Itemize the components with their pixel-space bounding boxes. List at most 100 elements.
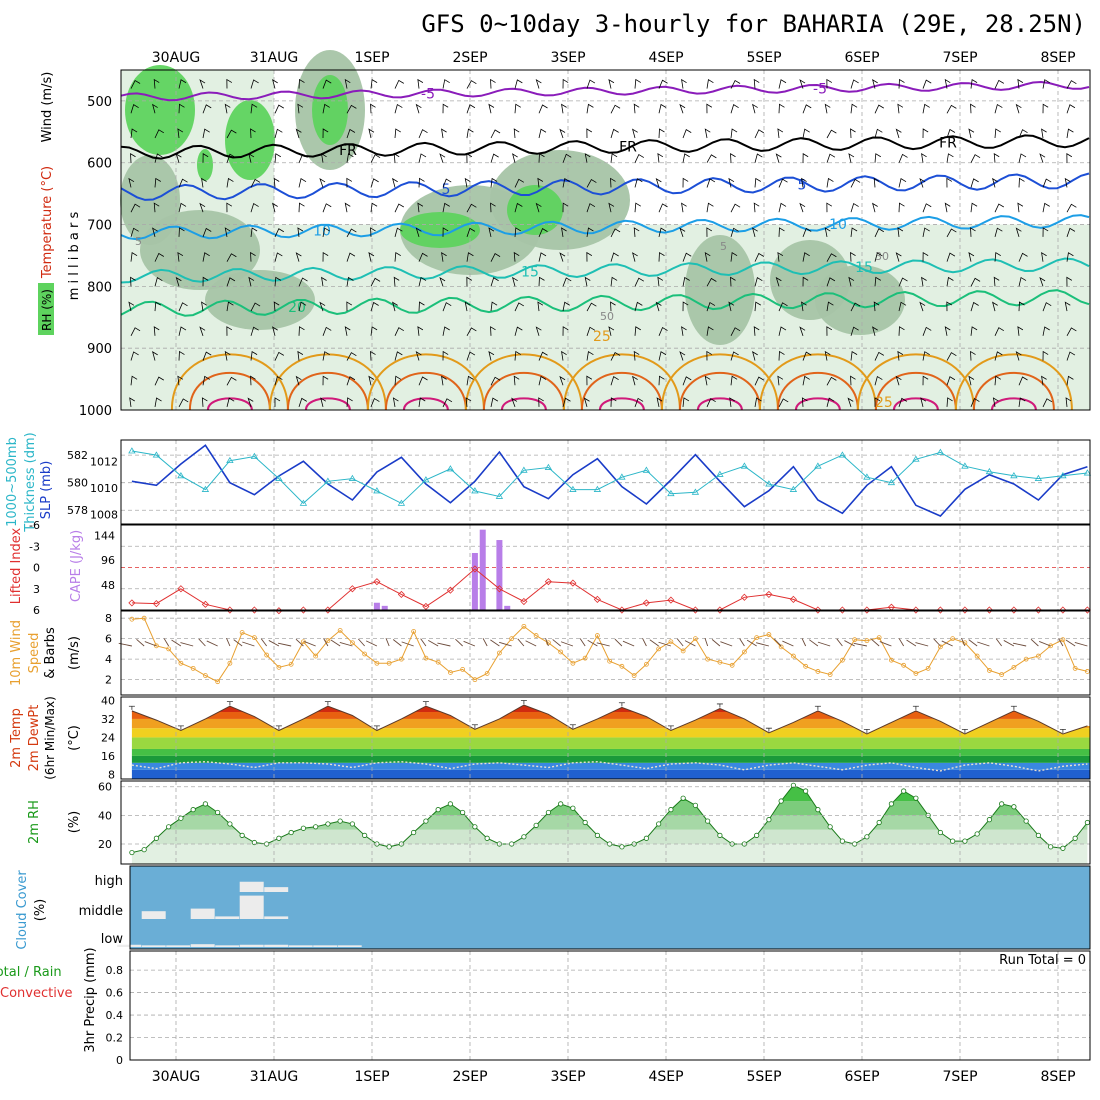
wind-barb xyxy=(304,640,316,647)
wind-barb xyxy=(178,350,185,361)
lifted-index-point xyxy=(740,593,748,601)
wind-barb xyxy=(562,153,572,163)
wind-barb xyxy=(799,326,806,336)
wind-barb xyxy=(394,375,401,386)
wind-barb xyxy=(226,638,231,647)
cape-bar xyxy=(381,605,388,610)
isotherm-loop xyxy=(776,371,859,411)
wind-barb xyxy=(778,79,787,89)
wind-barb xyxy=(848,153,855,163)
wind-barb xyxy=(418,301,425,312)
rh-point xyxy=(619,844,625,850)
rh-band xyxy=(131,815,1088,830)
wind-barb xyxy=(610,228,621,238)
wind-barb xyxy=(706,154,717,163)
lifted-index-point xyxy=(495,585,503,593)
slp-label: SLP (mb) xyxy=(39,461,54,520)
wind-barb xyxy=(552,639,561,647)
wind-barb xyxy=(357,638,365,647)
rh-point xyxy=(472,824,478,830)
wind-barb xyxy=(897,350,904,361)
wind-barb xyxy=(130,203,141,213)
wind-speed-point xyxy=(484,671,490,676)
isotherm-label: -5 xyxy=(813,81,827,97)
wind-barb xyxy=(922,203,932,213)
wind-barb xyxy=(754,129,765,139)
wind-barb xyxy=(128,177,135,188)
wind-barb xyxy=(658,326,668,336)
wind-barb xyxy=(538,252,547,262)
minmax-whisker xyxy=(912,705,919,710)
wind-barb xyxy=(466,153,473,163)
sea-level-pressure-panel: 578 580 582 1008 1010 1012 1000~500mb Thickness… xyxy=(5,432,1092,533)
wind-barb xyxy=(753,202,760,213)
wind-barb xyxy=(415,351,422,361)
wind-speed-point xyxy=(398,656,404,662)
rh-point xyxy=(215,809,221,816)
wind-speed-point xyxy=(791,653,796,659)
cape-tick-label: 96 xyxy=(101,554,115,567)
rh-point xyxy=(239,832,245,838)
wind-barb xyxy=(847,397,854,408)
wind-barb xyxy=(844,640,855,647)
wind-barb xyxy=(579,638,586,647)
wind-barb xyxy=(610,104,621,114)
wind-speed-point xyxy=(644,661,649,667)
wind-barb xyxy=(441,375,447,386)
wind-barb xyxy=(202,128,210,139)
rh-point xyxy=(435,807,441,813)
isotherm-label: 10 xyxy=(313,224,331,240)
rh-point xyxy=(582,819,588,826)
wind-barb xyxy=(394,351,403,361)
isotherm-loop xyxy=(384,371,467,411)
rh-point xyxy=(680,795,686,801)
wind-speed-point xyxy=(447,670,453,675)
wind-barb xyxy=(370,301,379,312)
wind-barb xyxy=(466,327,477,337)
thickness-point xyxy=(373,487,381,494)
cloud-bar xyxy=(264,916,289,919)
cloud-bar xyxy=(190,944,215,947)
minmax-whisker xyxy=(863,728,870,733)
rh-point xyxy=(190,807,196,813)
date-label: 7SEP xyxy=(942,50,977,66)
date-label: 1SEP xyxy=(354,1069,389,1085)
wind-barb xyxy=(201,177,207,188)
wind-barb xyxy=(826,253,837,262)
wind-barb xyxy=(850,227,858,237)
convective-label: Convective xyxy=(0,986,73,1001)
wind-barb xyxy=(970,277,981,287)
wind-barb xyxy=(826,153,836,163)
minmax-whisker xyxy=(716,703,723,708)
wind-barb xyxy=(153,78,160,89)
wind-barb xyxy=(442,202,450,213)
wind-barb xyxy=(466,227,476,238)
isotherm-label: 5 xyxy=(442,182,451,198)
wind-barb xyxy=(392,639,402,647)
wind-speed-point xyxy=(313,653,319,659)
wind-barb xyxy=(898,202,905,213)
wind-barb xyxy=(586,227,594,237)
wind-barb xyxy=(178,398,189,408)
wind-barb xyxy=(274,397,281,407)
rh-point xyxy=(411,829,417,836)
temperature-band xyxy=(131,755,1090,763)
rh-2m-panel: 20 40 60 2m RH (%) xyxy=(27,780,1091,865)
cape-label: CAPE (J/kg) xyxy=(69,530,84,602)
wind-barb xyxy=(610,177,616,188)
wind-barb xyxy=(392,397,399,407)
wind-barb xyxy=(163,638,170,647)
wind-speed-point xyxy=(680,648,686,654)
wind-barb xyxy=(250,103,258,114)
thickness-point xyxy=(348,474,357,481)
rh-point xyxy=(643,835,650,841)
wind-barb xyxy=(730,327,741,336)
wind-barb xyxy=(874,128,883,139)
wind-speed-point xyxy=(962,640,968,646)
wind-barb xyxy=(961,638,966,647)
wind-barb xyxy=(499,641,512,647)
wind-barb xyxy=(562,397,571,408)
date-axis-bottom: 30AUG 31AUG 1SEP 2SEP 3SEP 4SEP 5SEP 6SEP 7SEP 8S… xyxy=(152,1069,1076,1085)
wind-barb xyxy=(994,327,1005,336)
date-label: 3SEP xyxy=(550,50,585,66)
